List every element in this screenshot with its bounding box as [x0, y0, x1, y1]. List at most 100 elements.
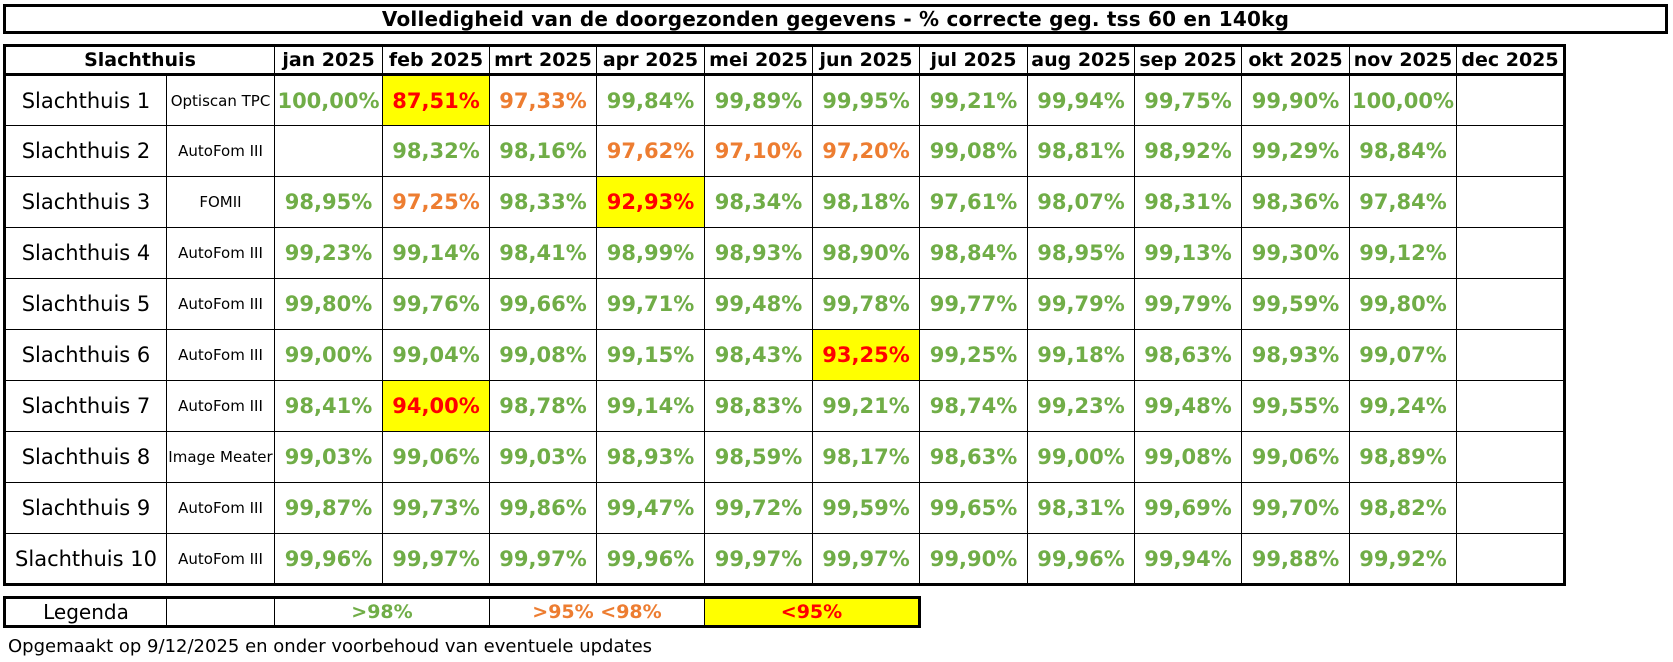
- value-cell: 99,00%: [1027, 431, 1135, 483]
- table-row: Slachthuis 6 AutoFom III 99,00% 99,04% 99,08…: [4, 329, 1565, 381]
- value-cell: 99,80%: [274, 278, 383, 330]
- header-month: jun 2025: [812, 45, 920, 76]
- value-cell: 99,94%: [1027, 74, 1135, 126]
- value-cell: 98,90%: [812, 227, 920, 279]
- header-row: Slachthuis jan 2025 feb 2025 mrt 2025 ap…: [4, 45, 1565, 76]
- value-cell: 98,41%: [274, 380, 383, 432]
- value-cell: 98,89%: [1349, 431, 1457, 483]
- value-cell: 99,96%: [1027, 533, 1135, 585]
- value-cell: 99,79%: [1134, 278, 1242, 330]
- value-cell: 99,97%: [382, 533, 490, 585]
- slachthuis-name: Slachthuis 10: [4, 533, 167, 585]
- value-cell: 98,33%: [489, 176, 597, 228]
- value-cell: 99,47%: [596, 482, 705, 534]
- value-cell: 99,00%: [274, 329, 383, 381]
- legend-table: Legenda >98% >95% <98% <95%: [3, 596, 921, 628]
- value-cell: 99,59%: [1241, 278, 1350, 330]
- value-cell: 98,36%: [1241, 176, 1350, 228]
- value-cell: 98,83%: [704, 380, 813, 432]
- table-row: Slachthuis 4 AutoFom III 99,23% 99,14% 98,41…: [4, 227, 1565, 279]
- table-row: Slachthuis 3 FOMII 98,95% 97,25% 98,33% 92,93…: [4, 176, 1565, 228]
- legend-row: Legenda >98% >95% <98% <95%: [4, 597, 920, 627]
- value-cell: 97,25%: [382, 176, 490, 228]
- value-cell: 99,96%: [596, 533, 705, 585]
- header-month: aug 2025: [1027, 45, 1135, 76]
- scanner-type: FOMII: [166, 176, 275, 228]
- value-cell: 99,75%: [1134, 74, 1242, 126]
- value-cell: [1456, 176, 1565, 228]
- value-cell: [1456, 227, 1565, 279]
- completeness-table: Slachthuis jan 2025 feb 2025 mrt 2025 ap…: [3, 44, 1566, 586]
- value-cell: 99,03%: [489, 431, 597, 483]
- scanner-type: AutoFom III: [166, 278, 275, 330]
- slachthuis-name: Slachthuis 1: [4, 74, 167, 126]
- value-cell: 99,65%: [919, 482, 1028, 534]
- report-title-box: Volledigheid van de doorgezonden gegeven…: [3, 4, 1668, 34]
- value-cell: 99,06%: [382, 431, 490, 483]
- value-cell: 98,17%: [812, 431, 920, 483]
- value-cell: [1456, 278, 1565, 330]
- value-cell: 99,97%: [704, 533, 813, 585]
- value-cell: [1456, 533, 1565, 585]
- value-cell: 98,34%: [704, 176, 813, 228]
- value-cell: 98,95%: [1027, 227, 1135, 279]
- value-cell: 99,72%: [704, 482, 813, 534]
- legend-empty-cell: [166, 597, 275, 627]
- table-row: Slachthuis 2 AutoFom III 98,32% 98,16% 97,62…: [4, 125, 1565, 177]
- value-cell: [274, 125, 383, 177]
- value-cell: 87,51%: [382, 74, 490, 126]
- value-cell: 99,84%: [596, 74, 705, 126]
- value-cell: 97,10%: [704, 125, 813, 177]
- value-cell: 98,78%: [489, 380, 597, 432]
- value-cell: 98,31%: [1027, 482, 1135, 534]
- value-cell: 99,71%: [596, 278, 705, 330]
- value-cell: 99,90%: [1241, 74, 1350, 126]
- value-cell: 99,79%: [1027, 278, 1135, 330]
- header-month: okt 2025: [1241, 45, 1350, 76]
- value-cell: [1456, 74, 1565, 126]
- value-cell: 98,32%: [382, 125, 490, 177]
- table-row: Slachthuis 7 AutoFom III 98,41% 94,00% 98,78…: [4, 380, 1565, 432]
- table-row: Slachthuis 5 AutoFom III 99,80% 99,76% 99,66…: [4, 278, 1565, 330]
- value-cell: 99,06%: [1241, 431, 1350, 483]
- value-cell: 98,81%: [1027, 125, 1135, 177]
- value-cell: 92,93%: [596, 176, 705, 228]
- value-cell: 98,93%: [596, 431, 705, 483]
- value-cell: 99,29%: [1241, 125, 1350, 177]
- table-body: Slachthuis 1 Optiscan TPC 100,00% 87,51% 97,…: [4, 74, 1565, 585]
- value-cell: 97,33%: [489, 74, 597, 126]
- value-cell: 98,43%: [704, 329, 813, 381]
- value-cell: 99,13%: [1134, 227, 1242, 279]
- slachthuis-name: Slachthuis 7: [4, 380, 167, 432]
- value-cell: 99,08%: [489, 329, 597, 381]
- value-cell: 100,00%: [1349, 74, 1457, 126]
- value-cell: 98,59%: [704, 431, 813, 483]
- value-cell: 97,62%: [596, 125, 705, 177]
- value-cell: 99,88%: [1241, 533, 1350, 585]
- slachthuis-name: Slachthuis 6: [4, 329, 167, 381]
- slachthuis-name: Slachthuis 5: [4, 278, 167, 330]
- value-cell: 99,08%: [1134, 431, 1242, 483]
- header-month: jan 2025: [274, 45, 383, 76]
- value-cell: 99,14%: [382, 227, 490, 279]
- scanner-type: AutoFom III: [166, 227, 275, 279]
- value-cell: 98,93%: [704, 227, 813, 279]
- footnote: Opgemaakt op 9/12/2025 en onder voorbeho…: [8, 636, 653, 657]
- table-row: Slachthuis 9 AutoFom III 99,87% 99,73% 99,86…: [4, 482, 1565, 534]
- value-cell: 99,30%: [1241, 227, 1350, 279]
- value-cell: 99,59%: [812, 482, 920, 534]
- header-month: dec 2025: [1456, 45, 1565, 76]
- header-month: mei 2025: [704, 45, 813, 76]
- value-cell: 99,89%: [704, 74, 813, 126]
- slachthuis-name: Slachthuis 9: [4, 482, 167, 534]
- value-cell: 99,48%: [1134, 380, 1242, 432]
- value-cell: 98,41%: [489, 227, 597, 279]
- value-cell: 99,12%: [1349, 227, 1457, 279]
- value-cell: 98,74%: [919, 380, 1028, 432]
- slachthuis-name: Slachthuis 4: [4, 227, 167, 279]
- value-cell: 98,82%: [1349, 482, 1457, 534]
- scanner-type: AutoFom III: [166, 482, 275, 534]
- value-cell: 97,61%: [919, 176, 1028, 228]
- value-cell: 99,70%: [1241, 482, 1350, 534]
- scanner-type: AutoFom III: [166, 125, 275, 177]
